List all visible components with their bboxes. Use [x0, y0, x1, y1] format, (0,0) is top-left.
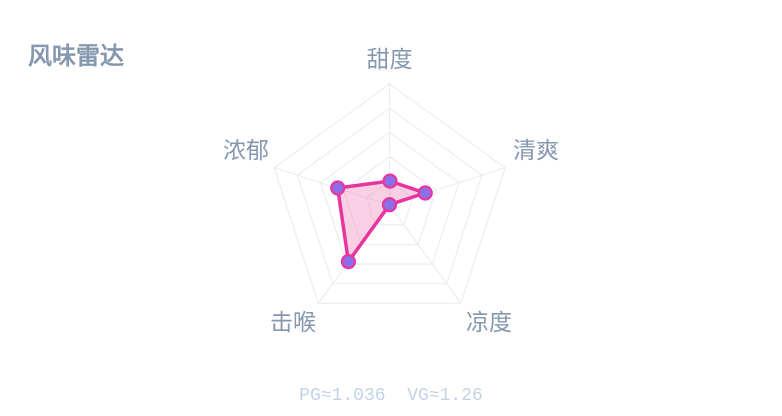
svg-text:清爽: 清爽: [513, 137, 559, 163]
svg-text:击喉: 击喉: [270, 309, 316, 335]
svg-text:甜度: 甜度: [367, 46, 413, 72]
svg-text:凉度: 凉度: [466, 309, 512, 335]
svg-text:浓郁: 浓郁: [223, 137, 269, 163]
